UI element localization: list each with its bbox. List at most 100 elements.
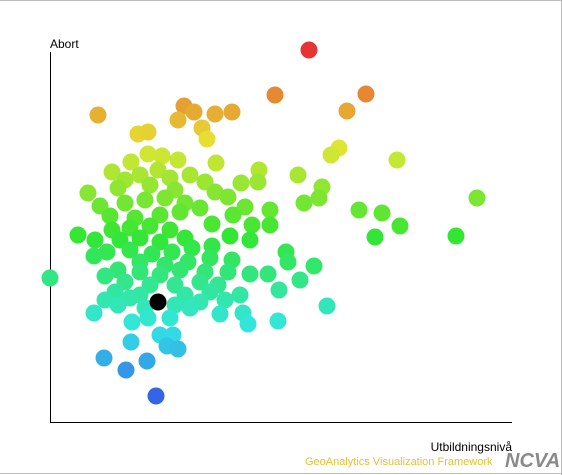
point <box>206 183 224 201</box>
point <box>101 207 119 225</box>
point <box>147 387 165 405</box>
point <box>261 216 279 234</box>
point <box>259 265 277 283</box>
point <box>289 166 307 184</box>
point <box>69 226 87 244</box>
point <box>388 151 406 169</box>
point <box>191 199 209 217</box>
point <box>221 227 239 245</box>
point <box>161 221 179 239</box>
y-axis-label: Abort <box>50 37 79 51</box>
point <box>219 188 237 206</box>
point <box>122 333 140 351</box>
point <box>305 257 323 275</box>
point <box>131 263 149 281</box>
footer-text: GeoAnalytics Visualization Framework <box>305 456 493 468</box>
point <box>211 305 229 323</box>
point <box>141 217 159 235</box>
point <box>166 296 184 314</box>
point <box>310 189 328 207</box>
point <box>95 349 113 367</box>
point <box>322 146 340 164</box>
point <box>269 312 287 330</box>
point <box>117 361 135 379</box>
point <box>198 130 216 148</box>
point <box>96 291 114 309</box>
point <box>169 340 187 358</box>
point <box>216 291 234 309</box>
point <box>86 231 104 249</box>
point <box>447 227 465 245</box>
x-axis-label: Utbildningsnivå <box>431 440 513 454</box>
point <box>181 166 199 184</box>
point <box>270 281 288 299</box>
point <box>338 102 356 120</box>
point <box>89 106 107 124</box>
point <box>121 241 139 259</box>
point <box>391 217 409 235</box>
point <box>295 194 313 212</box>
point <box>41 269 59 287</box>
point <box>181 299 199 317</box>
point <box>243 216 261 234</box>
point <box>201 249 219 267</box>
point <box>171 261 189 279</box>
point <box>139 145 157 163</box>
point <box>122 153 140 171</box>
point <box>185 103 203 121</box>
point <box>85 304 103 322</box>
point <box>163 243 181 261</box>
point <box>103 163 121 181</box>
point <box>249 173 267 191</box>
point <box>141 176 159 194</box>
point <box>241 265 259 283</box>
point <box>231 286 249 304</box>
point <box>136 191 154 209</box>
point <box>169 111 187 129</box>
point <box>206 105 224 123</box>
point <box>266 86 284 104</box>
point <box>350 201 368 219</box>
point <box>156 189 174 207</box>
point <box>149 293 167 311</box>
point <box>279 253 297 271</box>
point <box>109 296 127 314</box>
point <box>468 189 486 207</box>
point <box>85 247 103 265</box>
point <box>183 239 201 257</box>
point <box>291 271 309 289</box>
point <box>261 201 279 219</box>
point <box>161 309 179 327</box>
point <box>109 179 127 197</box>
point <box>300 41 318 59</box>
point <box>318 297 336 315</box>
point <box>236 198 254 216</box>
point <box>116 194 134 212</box>
point <box>223 103 241 121</box>
point <box>239 315 257 333</box>
point <box>169 151 187 169</box>
point <box>232 174 250 192</box>
points <box>41 41 486 405</box>
point <box>171 203 189 221</box>
point <box>203 215 221 233</box>
point <box>357 85 375 103</box>
point <box>138 352 156 370</box>
point <box>151 233 169 251</box>
point <box>153 147 171 165</box>
point <box>139 309 157 327</box>
point <box>96 267 114 285</box>
footer-logo: NCVA <box>505 450 560 472</box>
point <box>98 243 116 261</box>
point <box>224 206 242 224</box>
point <box>79 184 97 202</box>
point <box>123 313 141 331</box>
point <box>366 228 384 246</box>
point <box>151 206 169 224</box>
point <box>219 263 237 281</box>
point <box>149 161 167 179</box>
point <box>373 204 391 222</box>
point <box>207 154 225 172</box>
point <box>131 229 149 247</box>
